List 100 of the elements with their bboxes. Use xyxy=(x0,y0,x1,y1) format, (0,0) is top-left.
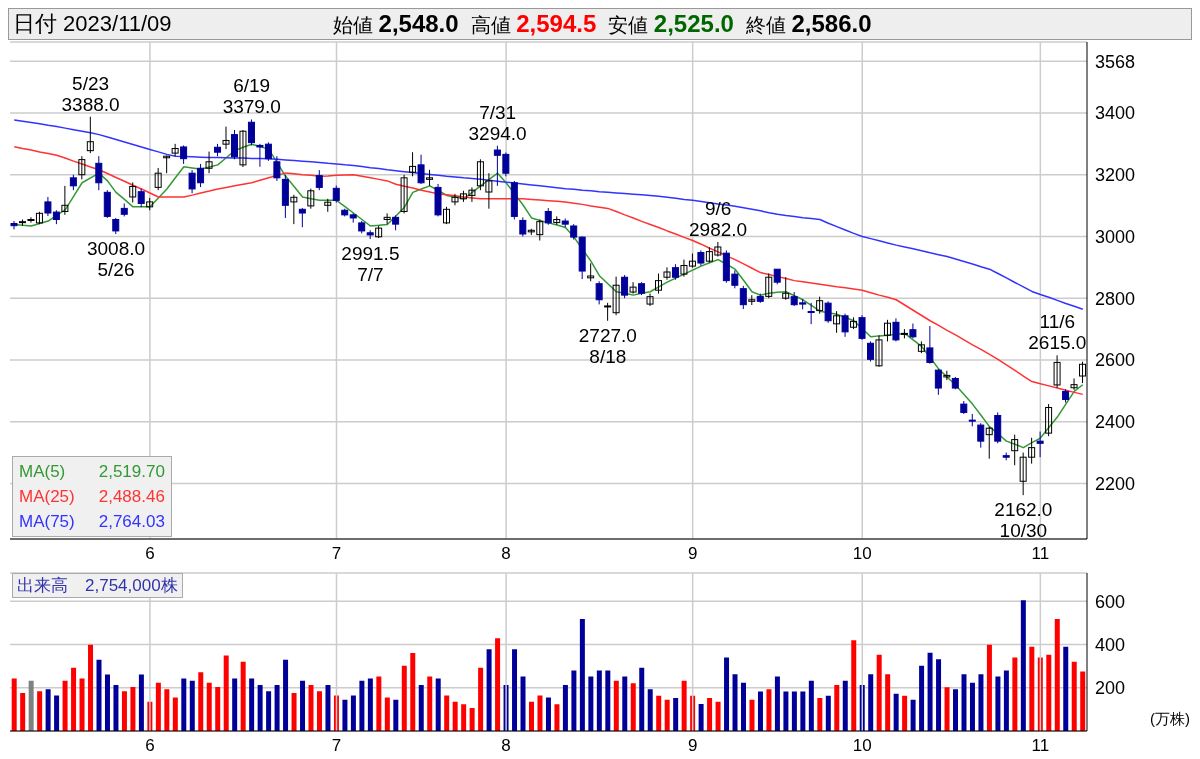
candlestick xyxy=(239,129,247,168)
bar xyxy=(1054,618,1060,731)
x-tick-label: 10 xyxy=(852,736,872,756)
candlestick xyxy=(977,422,985,449)
y-tick-label: 2600 xyxy=(1095,350,1136,371)
bar xyxy=(206,682,212,731)
candlestick xyxy=(78,155,86,180)
bar xyxy=(401,665,407,731)
x-tick-label: 6 xyxy=(145,736,155,756)
bar xyxy=(291,693,297,731)
candlestick xyxy=(61,185,69,216)
candlestick xyxy=(595,280,603,305)
bar xyxy=(774,676,780,731)
bar xyxy=(639,667,645,731)
annotation: 2,519.70 xyxy=(98,461,165,483)
y-tick-label: 200 xyxy=(1095,678,1126,699)
candlestick xyxy=(222,126,230,150)
bar xyxy=(427,676,433,731)
bar xyxy=(1080,671,1086,731)
candlestick xyxy=(867,340,875,362)
annotation: 2991.5 7/7 xyxy=(341,243,400,286)
y-tick-label: 3568 xyxy=(1095,51,1136,72)
candlestick xyxy=(95,155,103,191)
bar xyxy=(800,691,806,731)
bar xyxy=(300,680,306,731)
y-tick-label: 2400 xyxy=(1095,412,1136,433)
bar xyxy=(656,695,662,731)
bar xyxy=(1029,646,1035,731)
candlestick xyxy=(273,155,281,182)
bar xyxy=(452,701,458,731)
bar xyxy=(766,689,772,731)
bar xyxy=(885,674,891,731)
bar xyxy=(37,691,43,731)
candlestick xyxy=(409,151,417,177)
x-tick-label: 11 xyxy=(1031,544,1050,564)
bar xyxy=(104,674,110,731)
bar xyxy=(902,695,908,731)
annotation: 7/31 3294.0 xyxy=(468,101,527,144)
candlestick xyxy=(621,274,629,299)
annotation: 2162.0 10/30 xyxy=(994,499,1053,542)
bar xyxy=(189,680,195,731)
bar xyxy=(851,640,857,731)
bar xyxy=(367,678,373,731)
bar xyxy=(1071,661,1077,731)
bar xyxy=(308,685,314,731)
bar xyxy=(927,652,933,731)
candlestick xyxy=(171,143,179,157)
text: MA(25) xyxy=(19,486,75,508)
candlestick xyxy=(663,266,671,281)
candlestick xyxy=(629,281,637,295)
bar xyxy=(1003,670,1009,731)
candlestick xyxy=(154,167,162,191)
bar xyxy=(1012,657,1018,731)
candlestick xyxy=(137,188,145,208)
bar xyxy=(240,661,246,731)
candlestick xyxy=(985,426,993,460)
bar xyxy=(359,680,365,731)
bar xyxy=(605,670,611,731)
bar xyxy=(172,697,178,731)
bar xyxy=(876,654,882,731)
y-tick-label: 400 xyxy=(1095,634,1126,655)
bar xyxy=(995,676,1001,731)
bar xyxy=(257,685,263,731)
bar xyxy=(944,687,950,731)
candlestick xyxy=(307,188,315,210)
candlestick xyxy=(10,220,18,230)
bar xyxy=(444,695,450,731)
bar xyxy=(910,699,916,731)
bar xyxy=(11,678,17,731)
bar xyxy=(121,691,127,731)
bar xyxy=(664,699,670,731)
bar xyxy=(249,678,255,731)
x-tick-label: 10 xyxy=(852,544,872,564)
x-tick-label: 8 xyxy=(501,736,511,756)
bar xyxy=(791,691,797,731)
x-tick-label: 9 xyxy=(687,736,698,756)
y-tick-label: 3000 xyxy=(1095,226,1136,247)
bar xyxy=(215,687,221,731)
x-tick-label: 6 xyxy=(145,544,155,564)
candlestick xyxy=(383,212,391,225)
x-tick-label: 7 xyxy=(331,736,342,756)
bar xyxy=(562,685,568,731)
chart-subtitle: 始値 2,548.0 高値 2,594.5 安値 2,525.0 終値 2,586.0 xyxy=(333,9,872,37)
bar xyxy=(461,704,467,731)
bar xyxy=(741,682,746,731)
candlestick xyxy=(247,118,255,146)
candlestick xyxy=(298,207,306,228)
x-tick-label: 7 xyxy=(331,544,342,564)
x-tick-label: 8 xyxy=(501,544,511,564)
bar xyxy=(961,674,967,731)
candlestick xyxy=(875,334,883,368)
bar xyxy=(28,680,34,731)
candlestick xyxy=(290,194,298,225)
candlestick xyxy=(782,276,790,301)
candlestick xyxy=(765,273,773,299)
bar xyxy=(283,659,289,731)
candlestick xyxy=(646,293,654,307)
bar xyxy=(469,708,475,731)
bar xyxy=(936,659,942,731)
annotation: 9/6 2982.0 xyxy=(689,198,748,241)
